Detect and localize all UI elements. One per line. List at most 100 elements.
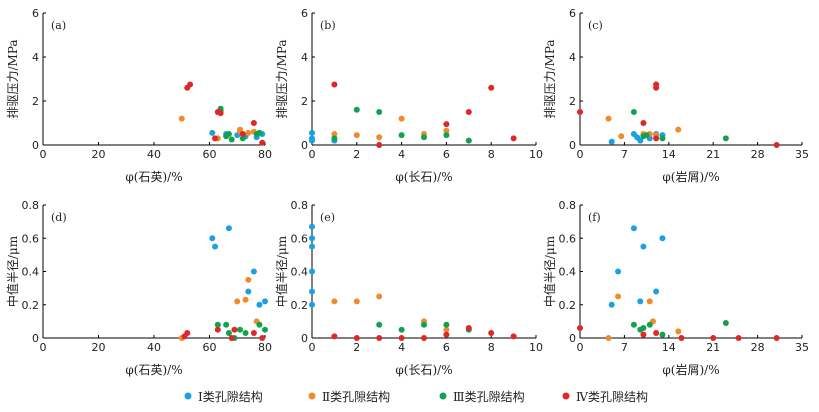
data-point bbox=[443, 121, 450, 128]
data-point bbox=[577, 325, 583, 332]
data-point bbox=[488, 330, 495, 337]
data-point bbox=[398, 115, 405, 122]
y-tick-label: 4 bbox=[32, 51, 39, 64]
y-tick-label: 2 bbox=[569, 95, 576, 108]
data-point bbox=[245, 129, 252, 136]
legend: Ⅰ类孔隙结构 Ⅱ类孔隙结构 Ⅲ类孔隙结构 Ⅳ类孔隙结构 bbox=[184, 389, 648, 404]
data-point bbox=[608, 301, 615, 308]
data-point bbox=[214, 321, 221, 328]
data-point bbox=[659, 235, 666, 242]
y-tick-label: 6 bbox=[301, 7, 308, 20]
data-point bbox=[646, 298, 653, 305]
y-tick-label: 0.2 bbox=[22, 299, 40, 312]
data-point bbox=[421, 321, 427, 328]
series-4 bbox=[577, 325, 780, 341]
data-point bbox=[353, 335, 360, 341]
data-point bbox=[376, 109, 383, 115]
data-point bbox=[443, 321, 450, 328]
y-tick-label: 4 bbox=[301, 51, 308, 64]
data-point bbox=[331, 135, 338, 142]
y-tick-label: 0.8 bbox=[291, 199, 309, 212]
legend-marker bbox=[562, 392, 570, 400]
y-axis-title: 排驱压力/MPa bbox=[6, 39, 20, 118]
data-point bbox=[640, 120, 647, 126]
data-point bbox=[237, 326, 244, 333]
legend-marker bbox=[439, 392, 447, 400]
x-tick-label: 0 bbox=[309, 341, 316, 354]
y-tick-label: 0.2 bbox=[559, 299, 577, 312]
y-tick-label: 0.8 bbox=[22, 199, 40, 212]
data-point bbox=[510, 135, 517, 142]
legend-marker bbox=[308, 392, 316, 400]
data-point bbox=[228, 136, 235, 143]
panel-f: 0 7 14 21 28 35 0 0.2 0.4 0.6 0.8 (f) φ(岩屑)/% 中值半径/μm bbox=[542, 199, 809, 377]
data-point bbox=[640, 331, 647, 338]
y-tick-label: 0 bbox=[569, 139, 576, 152]
data-point bbox=[376, 134, 383, 141]
x-tick-label: 0 bbox=[40, 148, 47, 161]
y-tick-label: 0 bbox=[32, 332, 39, 345]
data-point bbox=[443, 326, 450, 333]
y-tick-label: 0.6 bbox=[559, 232, 577, 245]
data-point bbox=[659, 135, 666, 142]
data-point bbox=[488, 84, 495, 91]
x-tick-label: 6 bbox=[443, 341, 450, 354]
data-point bbox=[653, 135, 660, 142]
data-point bbox=[605, 335, 612, 341]
y-tick-label: 0 bbox=[32, 139, 39, 152]
y-tick-label: 0.4 bbox=[22, 266, 40, 279]
x-tick-label: 14 bbox=[662, 341, 676, 354]
series-4 bbox=[331, 325, 517, 341]
data-point bbox=[331, 81, 338, 88]
legend-label: Ⅲ类孔隙结构 bbox=[453, 389, 525, 404]
series-4 bbox=[181, 326, 266, 341]
series-1 bbox=[309, 223, 315, 308]
data-point bbox=[262, 326, 268, 333]
y-tick-label: 0.8 bbox=[559, 199, 577, 212]
data-point bbox=[331, 131, 338, 137]
data-point bbox=[353, 132, 360, 139]
panel-d: 0 20 40 60 80 0 0.2 0.4 0.6 0.8 (d) φ(石英)/% 中值半径/μm bbox=[5, 199, 272, 377]
data-point bbox=[256, 321, 263, 328]
y-axis-title: 中值半径/μm bbox=[274, 235, 289, 307]
data-point bbox=[242, 330, 249, 337]
data-point bbox=[309, 235, 315, 242]
data-point bbox=[398, 132, 405, 139]
data-point bbox=[465, 137, 472, 144]
data-point bbox=[637, 137, 644, 144]
data-point bbox=[577, 109, 583, 115]
x-tick-label: 8 bbox=[488, 341, 495, 354]
panel-label: (d) bbox=[51, 211, 67, 224]
y-tick-label: 0.4 bbox=[559, 266, 577, 279]
data-point bbox=[443, 132, 450, 139]
data-point bbox=[735, 335, 742, 341]
y-axis-title: 排驱压力/MPa bbox=[275, 39, 289, 118]
y-axis-title: 排驱压力/MPa bbox=[543, 39, 557, 118]
data-point bbox=[309, 268, 315, 275]
data-point bbox=[773, 335, 780, 341]
legend-marker bbox=[184, 392, 192, 400]
data-point bbox=[353, 106, 360, 113]
data-point bbox=[331, 298, 338, 305]
data-point bbox=[722, 135, 729, 142]
data-point bbox=[309, 223, 315, 230]
x-tick-label: 4 bbox=[398, 341, 405, 354]
data-point bbox=[640, 243, 647, 250]
y-tick-label: 0.2 bbox=[291, 299, 309, 312]
series-3 bbox=[630, 109, 729, 142]
series-4 bbox=[184, 81, 266, 146]
data-point bbox=[653, 330, 660, 337]
y-tick-label: 4 bbox=[569, 51, 576, 64]
data-point bbox=[630, 321, 637, 328]
data-point bbox=[773, 142, 780, 148]
legend-item: Ⅳ类孔隙结构 bbox=[562, 389, 648, 404]
data-point bbox=[187, 81, 194, 88]
data-point bbox=[376, 293, 383, 300]
data-point bbox=[250, 268, 257, 275]
legend-label: Ⅳ类孔隙结构 bbox=[576, 389, 648, 404]
data-point bbox=[653, 288, 660, 295]
y-axis-title: 中值半径/μm bbox=[5, 235, 20, 307]
x-tick-label: 40 bbox=[147, 148, 161, 161]
x-tick-label: 6 bbox=[443, 148, 450, 161]
data-point bbox=[710, 335, 717, 341]
